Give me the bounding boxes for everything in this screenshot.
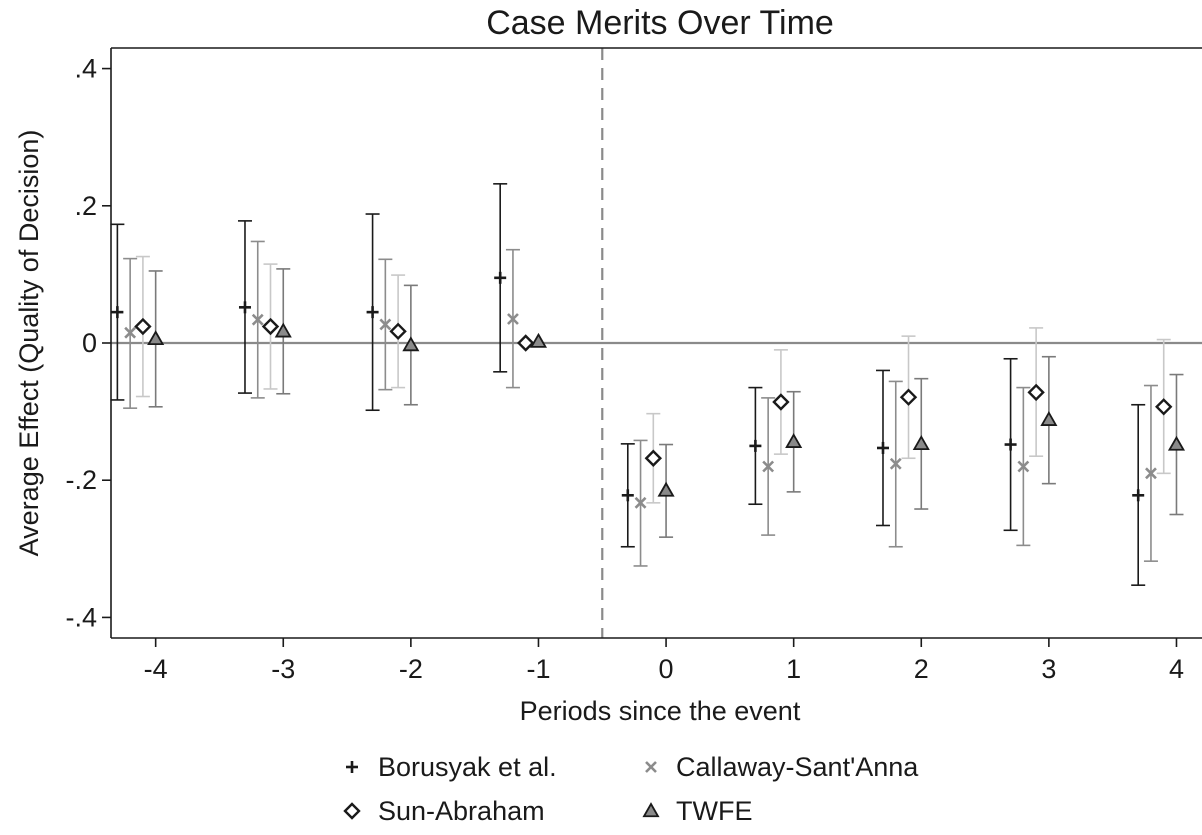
legend-x-icon-b	[645, 761, 657, 773]
point-marker	[147, 330, 165, 346]
legend-item: Sun-Abraham	[343, 796, 545, 826]
point-marker	[1004, 438, 1017, 451]
series-x	[123, 240, 1158, 567]
series-triangle	[148, 268, 1184, 538]
axis-ticks: -4 -3 -2 -1 0 1 2 3 4 .4 .2 0 -.2 -.4	[65, 54, 1184, 684]
y-tick-label: -.4	[65, 602, 97, 632]
point-marker	[529, 332, 548, 348]
point-marker	[876, 441, 889, 454]
x-tick-label: -2	[399, 654, 423, 684]
series-markers-plus	[111, 271, 1145, 502]
legend-label: Sun-Abraham	[378, 796, 545, 826]
point-marker	[134, 317, 152, 336]
chart-title: Case Merits Over Time	[486, 4, 834, 42]
point-marker-b	[1017, 460, 1030, 473]
point-marker	[111, 306, 124, 319]
point-marker	[1145, 467, 1157, 480]
point-marker	[251, 313, 264, 326]
legend-triangle-icon	[642, 802, 660, 818]
legend-item: Callaway-Sant'Anna	[645, 752, 919, 782]
point-marker	[889, 457, 902, 470]
point-marker	[785, 432, 803, 448]
legend-item: Borusyak et al.	[346, 752, 557, 782]
point-marker	[124, 326, 137, 339]
point-marker	[507, 313, 519, 325]
legend-x-icon	[645, 761, 657, 773]
series-markers-x	[124, 313, 1157, 509]
point-marker	[261, 317, 280, 336]
point-marker	[1040, 411, 1058, 426]
point-marker-b	[124, 326, 137, 339]
series-markers-triangle	[147, 322, 1186, 497]
point-marker	[1132, 489, 1145, 502]
point-marker	[762, 460, 775, 473]
point-marker	[402, 336, 420, 352]
point-marker-b	[762, 460, 775, 473]
point-marker	[1167, 435, 1186, 451]
legend-diamond-icon	[343, 802, 361, 820]
point-marker	[389, 322, 407, 341]
point-marker	[657, 481, 675, 497]
x-tick-label: 2	[914, 654, 929, 684]
legend-label: TWFE	[676, 796, 752, 826]
point-marker-b	[507, 313, 519, 325]
y-tick-label: .4	[74, 54, 97, 84]
legend-label: Borusyak et al.	[378, 752, 557, 782]
x-axis-label: Periods since the event	[520, 696, 801, 726]
point-marker	[772, 393, 790, 411]
y-tick-label: .2	[74, 191, 97, 221]
point-marker	[899, 388, 918, 406]
point-marker	[1155, 398, 1173, 416]
point-marker	[379, 318, 392, 331]
point-marker	[634, 496, 647, 509]
point-marker	[1017, 460, 1030, 473]
series-plus	[110, 183, 1146, 586]
point-marker	[366, 306, 379, 319]
point-marker-b	[251, 313, 264, 326]
point-marker	[274, 322, 292, 338]
point-marker	[1027, 383, 1045, 402]
point-marker	[517, 334, 535, 352]
y-axis-label: Average Effect (Quality of Decision)	[14, 130, 44, 557]
y-tick-label: -.2	[65, 465, 97, 495]
point-marker	[238, 301, 251, 314]
x-tick-label: -3	[271, 654, 295, 684]
point-marker-b	[889, 457, 902, 470]
legend: Borusyak et al. Callaway-Sant'Anna Sun-Abr…	[343, 752, 919, 826]
plot-area	[110, 48, 1202, 638]
point-marker-b	[1145, 467, 1157, 480]
point-marker	[749, 439, 762, 452]
point-marker-b	[379, 318, 392, 331]
x-tick-label: 3	[1041, 654, 1056, 684]
legend-item: TWFE	[642, 796, 752, 826]
point-marker	[644, 449, 663, 467]
legend-label: Callaway-Sant'Anna	[676, 752, 919, 782]
series-markers-diamond	[134, 317, 1173, 467]
point-marker-b	[634, 496, 647, 509]
point-marker	[494, 271, 507, 284]
x-tick-label: -1	[526, 654, 550, 684]
x-tick-label: 1	[786, 654, 801, 684]
x-tick-label: 4	[1169, 654, 1184, 684]
x-tick-label: -4	[144, 654, 168, 684]
point-marker	[912, 435, 930, 450]
legend-plus-icon	[346, 761, 358, 773]
y-tick-label: 0	[82, 328, 97, 358]
point-marker	[621, 489, 634, 502]
x-tick-label: 0	[659, 654, 674, 684]
